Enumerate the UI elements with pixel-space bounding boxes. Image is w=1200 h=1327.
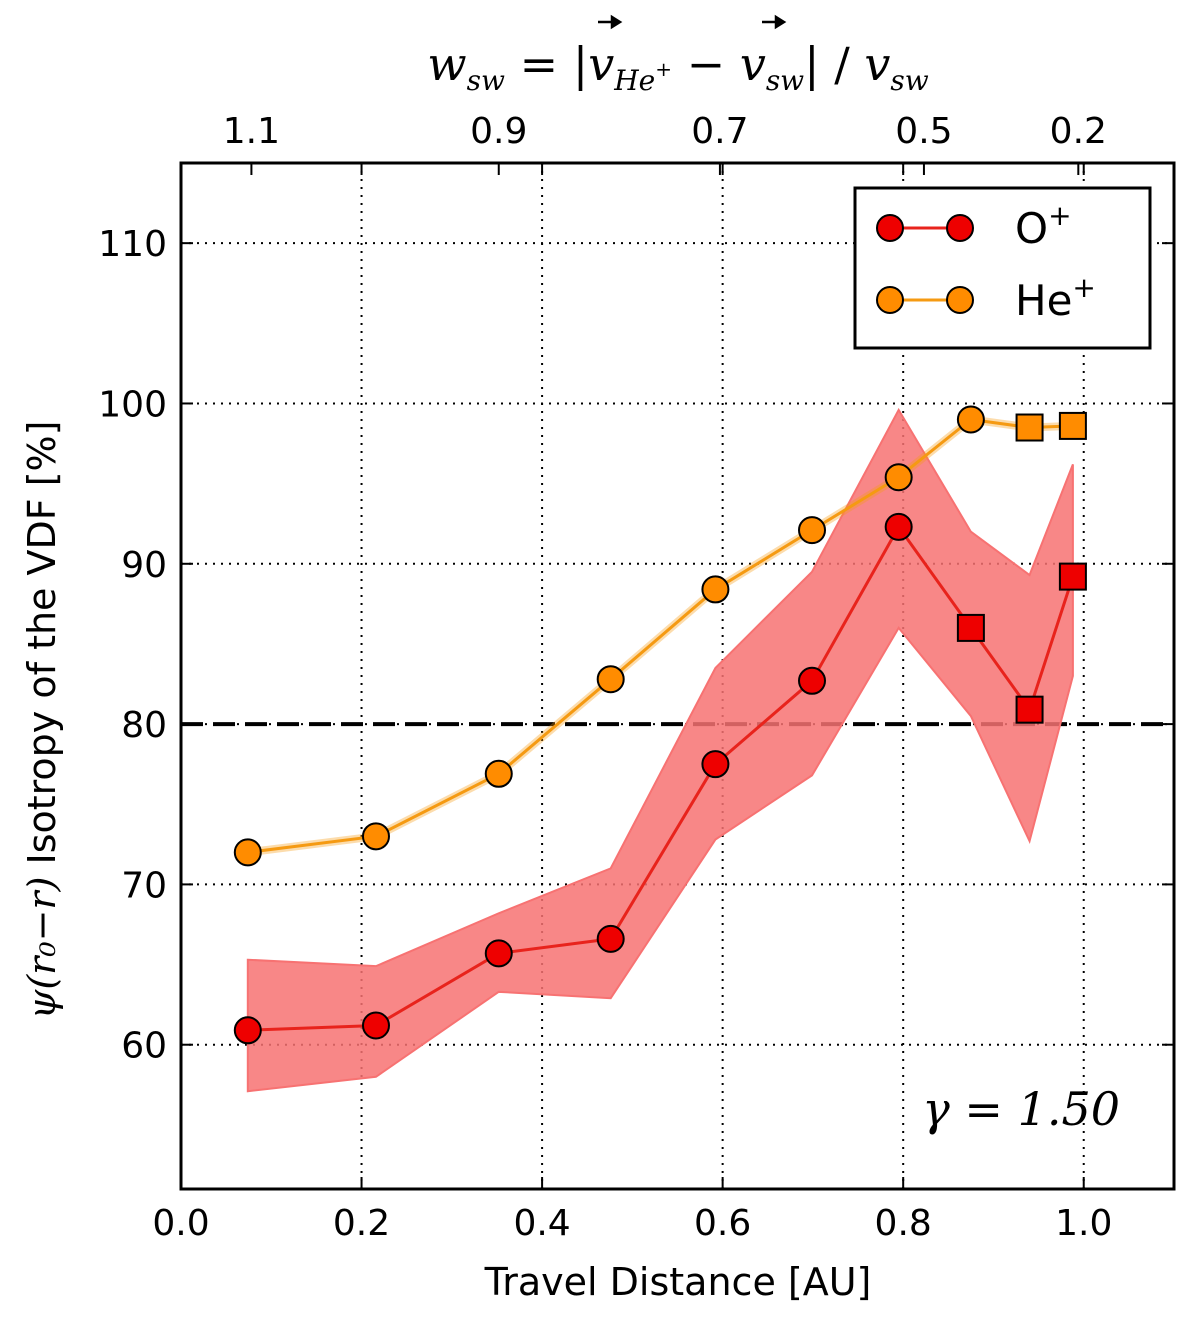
top-tick-label: 0.5 bbox=[895, 111, 952, 152]
legend-sup-he-plus: + bbox=[1072, 271, 1095, 304]
data-point-o bbox=[484, 939, 513, 968]
y-tick-label: 110 bbox=[98, 224, 167, 265]
data-point-o bbox=[1058, 562, 1087, 591]
data-point-o bbox=[798, 666, 827, 695]
top-tick-label: 0.7 bbox=[691, 111, 748, 152]
y-axis-label: ψ(r₀−r) Isotropy of the VDF [%] bbox=[20, 421, 64, 1020]
top-axis-label-vector-arrows bbox=[598, 14, 787, 30]
error-band-o bbox=[246, 407, 1074, 1093]
data-point-he bbox=[233, 838, 262, 867]
y-axis-label-math: ψ(r₀−r) bbox=[20, 877, 64, 1020]
legend-label-o-plus: O bbox=[1015, 204, 1048, 253]
data-point-he bbox=[1015, 413, 1044, 442]
data-point-o bbox=[596, 924, 625, 953]
x-axis-label: Travel Distance [AU] bbox=[484, 1260, 872, 1304]
legend-marker-he-plus bbox=[946, 286, 974, 314]
x-tick-label: 0.0 bbox=[152, 1203, 209, 1244]
svg-text:ψ(r₀−r) Isotropy of the VDF [%: ψ(r₀−r) Isotropy of the VDF [%] bbox=[20, 421, 64, 1020]
data-point-he bbox=[596, 665, 625, 694]
legend-marker-o-plus bbox=[876, 214, 904, 242]
x-tick-label: 0.8 bbox=[875, 1203, 932, 1244]
y-tick-label: 90 bbox=[121, 545, 167, 586]
x-tick-label: 0.2 bbox=[333, 1203, 390, 1244]
x-tick-label: 1.0 bbox=[1055, 1203, 1112, 1244]
data-point-he bbox=[798, 516, 827, 545]
data-point-o bbox=[956, 613, 985, 642]
data-point-he bbox=[484, 759, 513, 788]
data-point-o bbox=[233, 1016, 262, 1045]
axis-ticks: 0.0 0.2 0.4 0.6 0.8 1.0 60 70 80 90 100 110 1.1 0.9 0.… bbox=[98, 111, 1174, 1244]
legend-entry-he-plus: He+ bbox=[876, 271, 1096, 325]
legend-marker-he-plus bbox=[876, 286, 904, 314]
data-point-he bbox=[956, 405, 985, 434]
x-tick-label: 0.4 bbox=[513, 1203, 570, 1244]
svg-text:O+: O+ bbox=[1015, 199, 1072, 253]
x-tick-label: 0.6 bbox=[694, 1203, 751, 1244]
series-group bbox=[233, 405, 1087, 1045]
data-point-he bbox=[1058, 411, 1087, 440]
legend-label-he-plus: He bbox=[1015, 276, 1072, 325]
data-point-o bbox=[1015, 695, 1044, 724]
top-tick-label: 0.2 bbox=[1050, 111, 1107, 152]
error-band-group bbox=[246, 407, 1074, 1093]
legend: O+ He+ bbox=[853, 186, 1152, 350]
y-tick-label: 60 bbox=[121, 1026, 167, 1067]
data-point-he bbox=[701, 575, 730, 604]
legend-box bbox=[853, 186, 1152, 350]
svg-text:He+: He+ bbox=[1015, 271, 1096, 325]
legend-marker-o-plus bbox=[946, 214, 974, 242]
y-tick-label: 100 bbox=[98, 384, 167, 425]
y-tick-label: 70 bbox=[121, 865, 167, 906]
gamma-annotation: γ = 1.50 bbox=[922, 1082, 1120, 1136]
y-tick-label: 80 bbox=[121, 705, 167, 746]
data-point-o bbox=[701, 750, 730, 779]
data-point-o bbox=[361, 1011, 390, 1040]
top-axis-label: wsw = |vHe+ − vsw| / vsw bbox=[427, 37, 929, 97]
top-tick-label: 0.9 bbox=[470, 111, 527, 152]
series-line-he bbox=[247, 418, 1073, 854]
data-point-o bbox=[884, 512, 913, 541]
data-point-he bbox=[884, 463, 913, 492]
series-line-o bbox=[247, 525, 1075, 1032]
legend-sup-o-plus: + bbox=[1048, 199, 1071, 232]
data-point-he bbox=[361, 822, 390, 851]
plot-frame bbox=[179, 161, 1176, 1191]
y-axis-label-text: Isotropy of the VDF [%] bbox=[20, 421, 64, 877]
top-tick-label: 1.1 bbox=[223, 111, 280, 152]
legend-entry-o-plus: O+ bbox=[876, 199, 1072, 253]
